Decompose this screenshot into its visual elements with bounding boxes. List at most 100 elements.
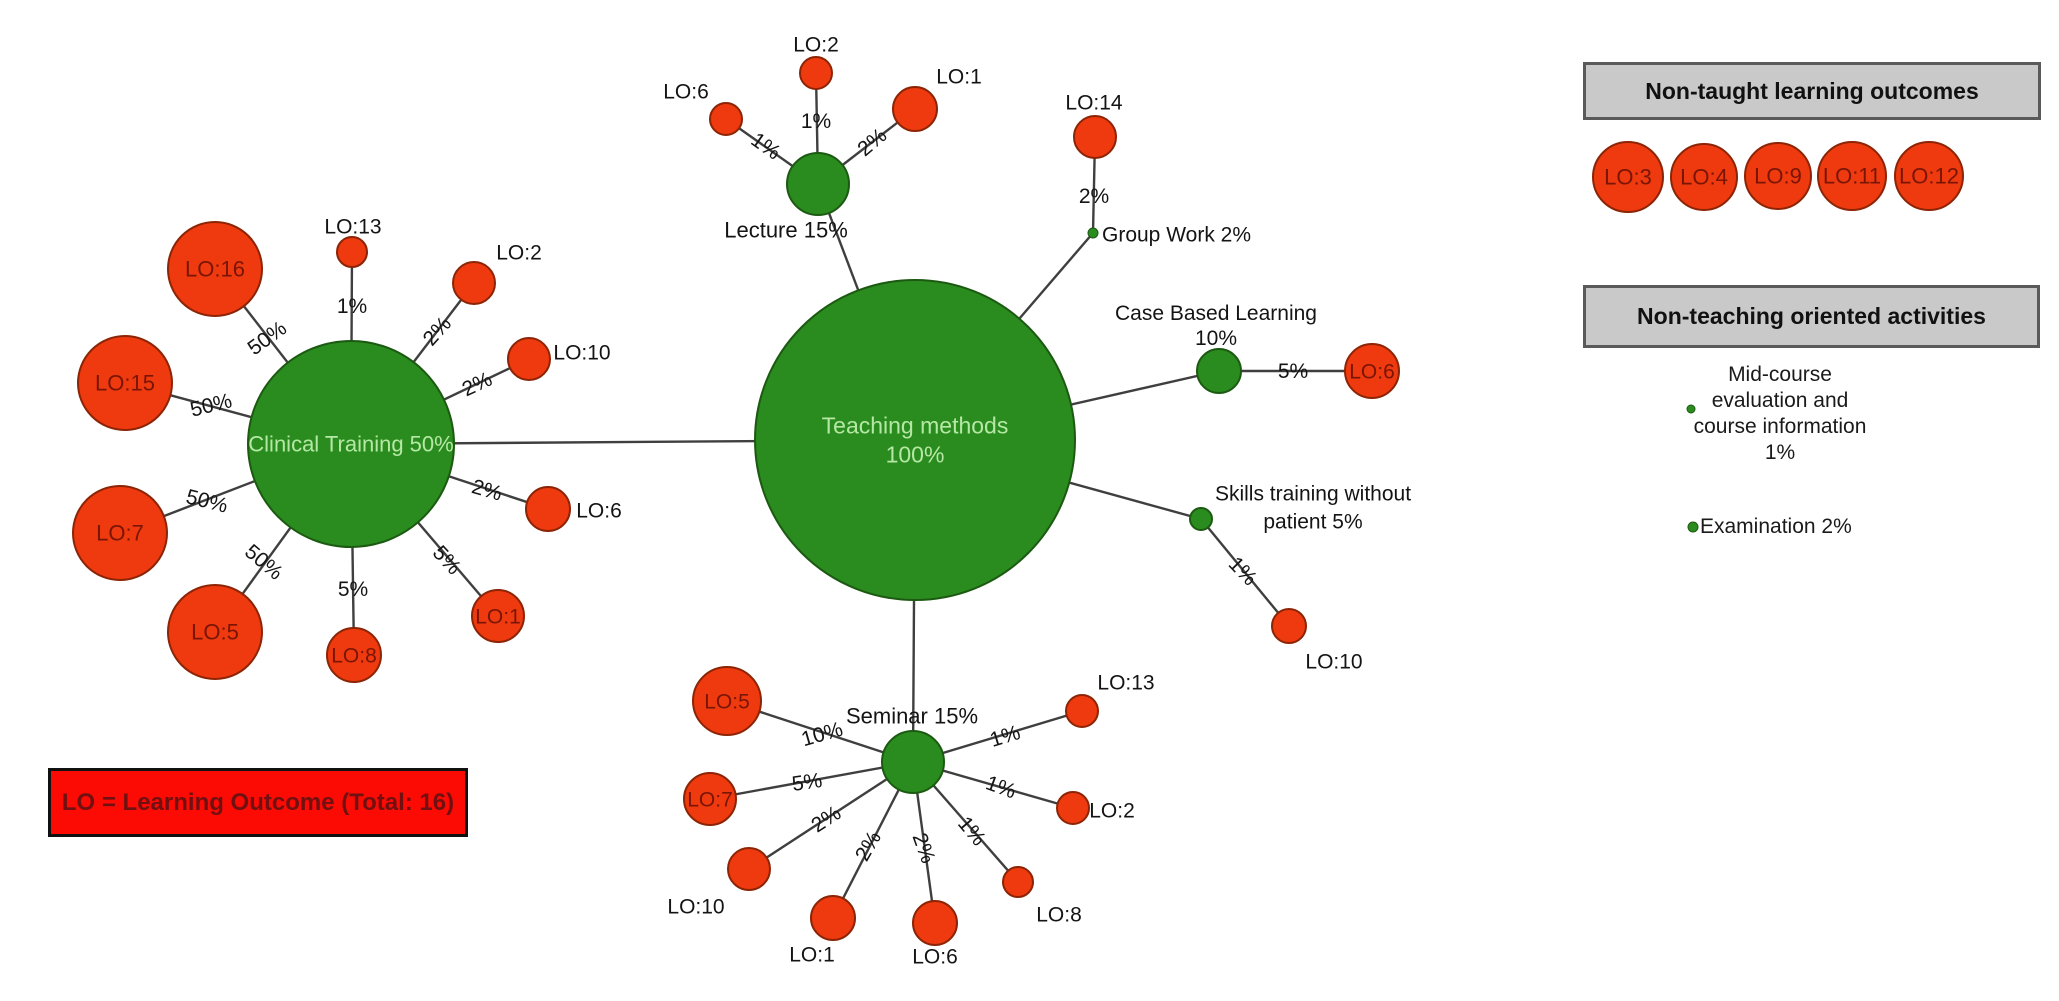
midcourse-line-1: Mid-course bbox=[1728, 363, 1832, 386]
edge-seminar-to-sem-lo7 bbox=[709, 760, 914, 801]
edge-label-seminar-to-sem-lo10: 2% bbox=[807, 802, 845, 838]
node-sem-lo7-circle bbox=[683, 772, 737, 826]
legend-activities-title: Non-teaching oriented activities bbox=[1637, 303, 1986, 329]
node-label-cbl-lo6: LO:6 bbox=[1349, 360, 1395, 383]
edge-skills-training-to-sk-lo10 bbox=[1200, 518, 1290, 627]
legend-activities-title-box: Non-teaching oriented activities bbox=[1583, 285, 2040, 348]
node-ct-lo16-circle bbox=[167, 221, 263, 317]
note-box-text: LO = Learning Outcome (Total: 16) bbox=[61, 788, 455, 816]
node-label-sem-lo2: LO:2 bbox=[1089, 799, 1135, 822]
node-clinical-training-circle bbox=[247, 340, 455, 548]
node-sk-lo10-circle bbox=[1271, 608, 1307, 644]
node-label-case-based-learning-line1: Case Based Learning bbox=[1115, 302, 1317, 325]
node-ct-lo2-circle bbox=[452, 261, 496, 305]
node-ct-lo7-circle bbox=[72, 485, 168, 581]
node-label-group-work: Group Work 2% bbox=[1102, 223, 1251, 246]
edge-label-clinical-training-to-ct-lo7: 50% bbox=[184, 485, 230, 517]
legend-non-taught-title-box: Non-taught learning outcomes bbox=[1583, 62, 2041, 120]
edge-label-clinical-training-to-ct-lo16: 50% bbox=[244, 317, 292, 360]
node-label-ct-lo16: LO:16 bbox=[185, 257, 245, 282]
node-label-leg-lo9: LO:9 bbox=[1754, 164, 1802, 189]
edge-label-seminar-to-sem-lo13: 1% bbox=[987, 721, 1023, 752]
node-label-skills-training-line2: patient 5% bbox=[1263, 510, 1362, 533]
node-lecture-circle bbox=[786, 152, 850, 216]
node-label-lec-lo6: LO:6 bbox=[663, 80, 709, 103]
node-leg-lo11-circle bbox=[1817, 141, 1887, 211]
node-label-ct-lo13: LO:13 bbox=[324, 215, 381, 238]
edge-label-case-based-learning-to-cbl-lo6: 5% bbox=[1278, 360, 1308, 383]
midcourse-line-3: course information bbox=[1693, 415, 1867, 438]
edge-label-clinical-training-to-ct-lo5: 50% bbox=[240, 540, 287, 585]
edge-label-seminar-to-sem-lo5: 10% bbox=[799, 718, 846, 752]
edge-label-clinical-training-to-ct-lo1: 5% bbox=[428, 541, 466, 579]
node-label-skills-training-line1: Skills training without bbox=[1215, 482, 1411, 505]
midcourse-evaluation-label: Mid-course evaluation and course informa… bbox=[1660, 362, 1900, 466]
node-sem-lo5-circle bbox=[692, 666, 762, 736]
node-leg-lo12-circle bbox=[1894, 141, 1964, 211]
edge-label-seminar-to-sem-lo2: 1% bbox=[983, 771, 1019, 803]
edge-label-clinical-training-to-ct-lo8: 5% bbox=[338, 578, 368, 601]
node-label-ct-lo6: LO:6 bbox=[576, 499, 622, 522]
node-label-sem-lo13: LO:13 bbox=[1097, 671, 1154, 694]
node-label-teaching-methods-line2: 100% bbox=[886, 442, 945, 468]
node-ct-lo10-circle bbox=[507, 337, 551, 381]
node-skills-training-circle bbox=[1189, 507, 1213, 531]
edge-label-seminar-to-sem-lo1: 2% bbox=[851, 827, 886, 865]
node-label-sem-lo6: LO:6 bbox=[912, 945, 958, 968]
node-label-ct-lo7: LO:7 bbox=[96, 521, 144, 546]
node-sem-lo10-circle bbox=[727, 847, 771, 891]
node-label-leg-lo12: LO:12 bbox=[1899, 164, 1959, 189]
node-ct-lo6-circle bbox=[525, 486, 571, 532]
node-seminar-circle bbox=[881, 730, 945, 794]
examination-label: Examination 2% bbox=[1700, 515, 1852, 538]
edge-label-clinical-training-to-ct-lo10: 2% bbox=[459, 368, 496, 402]
node-ct-lo15-circle bbox=[77, 335, 173, 431]
node-label-ct-lo2: LO:2 bbox=[496, 241, 542, 264]
edge-label-lecture-to-lec-lo6: 1% bbox=[747, 128, 785, 164]
edge-label-seminar-to-sem-lo6: 2% bbox=[908, 830, 940, 866]
note-box: LO = Learning Outcome (Total: 16) bbox=[48, 768, 468, 837]
node-label-leg-lo4: LO:4 bbox=[1680, 165, 1728, 190]
node-label-teaching-methods-line1: Teaching methods bbox=[822, 413, 1009, 439]
node-group-work-dot bbox=[1087, 227, 1099, 239]
midcourse-line-4: 1% bbox=[1764, 441, 1796, 464]
node-label-leg-lo3: LO:3 bbox=[1604, 165, 1652, 190]
node-label-lec-lo2: LO:2 bbox=[793, 33, 839, 56]
edge-label-group-work-to-gw-lo14: 2% bbox=[1079, 185, 1109, 208]
node-leg-lo4-circle bbox=[1670, 143, 1738, 211]
node-label-ct-lo10: LO:10 bbox=[553, 341, 610, 364]
edge-label-seminar-to-sem-lo7: 5% bbox=[790, 769, 823, 796]
node-label-seminar: Seminar 15% bbox=[846, 704, 978, 729]
node-ct-lo5-circle bbox=[167, 584, 263, 680]
node-cbl-lo6-circle bbox=[1344, 343, 1400, 399]
node-leg-lo9-circle bbox=[1744, 142, 1812, 210]
node-label-ct-lo1: LO:1 bbox=[475, 605, 521, 628]
edge-label-lecture-to-lec-lo2: 1% bbox=[801, 110, 831, 133]
node-ct-lo8-circle bbox=[326, 627, 382, 683]
node-gw-lo14-circle bbox=[1073, 115, 1117, 159]
edge-label-lecture-to-lec-lo1: 2% bbox=[853, 124, 891, 161]
node-label-ct-lo8: LO:8 bbox=[331, 644, 377, 667]
node-label-case-based-learning-line2: 10% bbox=[1195, 327, 1237, 350]
node-leg-lo3-circle bbox=[1592, 141, 1664, 213]
node-examination-dot-dot bbox=[1687, 521, 1699, 533]
node-midcourse-dot-dot bbox=[1686, 404, 1696, 414]
edge-label-clinical-training-to-ct-lo15: 50% bbox=[188, 389, 234, 421]
node-label-clinical-training: Clinical Training 50% bbox=[248, 432, 453, 457]
legend-non-taught-title: Non-taught learning outcomes bbox=[1645, 77, 1979, 104]
node-label-sem-lo1: LO:1 bbox=[789, 943, 835, 966]
node-label-lec-lo1: LO:1 bbox=[936, 65, 982, 88]
node-sem-lo2-circle bbox=[1056, 791, 1090, 825]
node-ct-lo13-circle bbox=[336, 236, 368, 268]
node-ct-lo1-circle bbox=[471, 589, 525, 643]
node-label-sem-lo7: LO:7 bbox=[687, 788, 733, 811]
node-sem-lo6-circle bbox=[912, 900, 958, 946]
node-lec-lo6-circle bbox=[709, 102, 743, 136]
edge-label-clinical-training-to-ct-lo13: 1% bbox=[337, 295, 367, 318]
node-label-sk-lo10: LO:10 bbox=[1305, 650, 1362, 673]
node-label-ct-lo15: LO:15 bbox=[95, 371, 155, 396]
node-sem-lo13-circle bbox=[1065, 694, 1099, 728]
node-teaching-methods-circle bbox=[754, 279, 1076, 601]
node-sem-lo1-circle bbox=[810, 895, 856, 941]
node-label-lecture: Lecture 15% bbox=[724, 218, 848, 243]
